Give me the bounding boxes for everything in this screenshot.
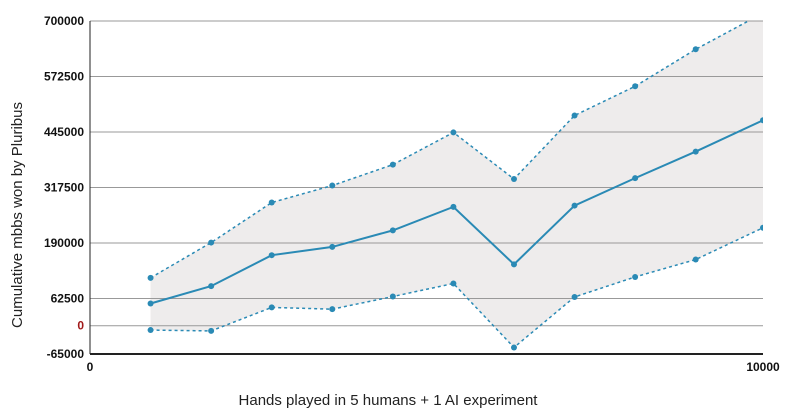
data-point-main <box>760 117 763 124</box>
data-point-main <box>571 202 578 209</box>
data-point-upper <box>510 176 517 183</box>
data-point-main <box>632 175 639 182</box>
data-point-lower <box>450 280 457 287</box>
y-tick-label: 62500 <box>51 292 85 306</box>
x-tick-labels: 0 10000 <box>87 360 780 374</box>
x-tick-label: 0 <box>87 360 94 374</box>
data-point-lower <box>147 327 154 334</box>
data-point-main <box>329 243 336 250</box>
data-point-lower <box>760 224 763 231</box>
data-point-upper <box>450 129 457 136</box>
confidence-band-layer <box>150 21 763 348</box>
grid-layer <box>90 20 763 355</box>
data-point-upper <box>632 83 639 90</box>
data-point-lower <box>632 273 639 280</box>
x-axis-label: Hands played in 5 humans + 1 AI experime… <box>239 392 539 409</box>
confidence-band <box>150 21 763 348</box>
data-point-main <box>692 148 699 155</box>
y-tick-label: 190000 <box>44 236 84 250</box>
axis-layer <box>89 21 763 355</box>
series-layer <box>147 10 766 351</box>
data-point-upper <box>760 10 766 16</box>
data-point-main <box>450 203 457 210</box>
data-point-upper <box>389 161 396 168</box>
data-point-main <box>147 300 154 307</box>
y-tick-labels: 700000 572500 445000 317500 190000 62500 0 -650… <box>44 14 84 361</box>
data-point-upper <box>147 274 154 281</box>
data-point-main <box>510 261 517 268</box>
data-point-lower <box>692 256 699 263</box>
y-axis-label: Cumulative mbbs won by Pluribus <box>9 102 26 328</box>
y-tick-label: 0 <box>77 319 84 333</box>
x-tick-label: 10000 <box>746 360 780 374</box>
data-point-upper <box>571 112 578 119</box>
data-point-main <box>208 283 215 290</box>
data-point-lower <box>208 327 215 334</box>
data-point-lower <box>389 293 396 300</box>
y-tick-label: 317500 <box>44 181 84 195</box>
data-point-lower <box>571 293 578 300</box>
data-point-upper <box>268 199 275 206</box>
data-point-upper <box>329 182 336 189</box>
y-tick-label: -65000 <box>47 347 85 361</box>
y-tick-label: 572500 <box>44 70 84 84</box>
data-point-lower <box>268 304 275 311</box>
series-line-lower <box>150 227 763 349</box>
data-point-main <box>268 252 275 259</box>
data-point-main <box>389 227 396 234</box>
data-point-upper <box>208 239 215 246</box>
data-point-lower <box>510 344 517 351</box>
y-tick-label: 445000 <box>44 125 84 139</box>
y-tick-label: 700000 <box>44 14 84 28</box>
data-point-lower <box>329 306 336 313</box>
data-point-upper <box>692 46 699 53</box>
